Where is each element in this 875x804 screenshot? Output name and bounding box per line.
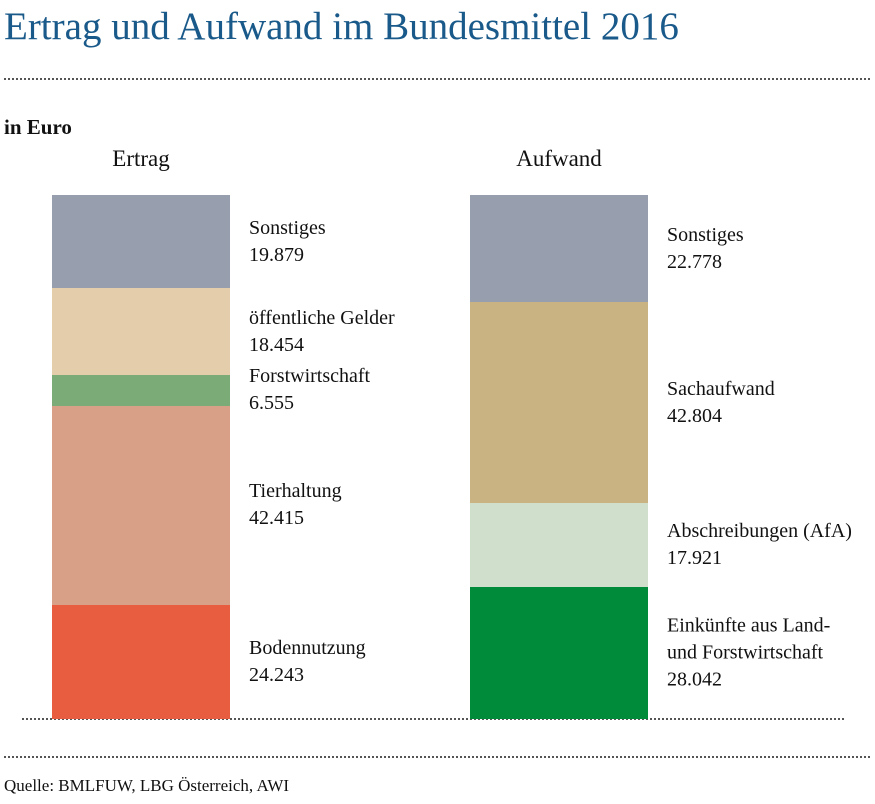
segment-name: Abschreibungen (AfA) [667, 520, 852, 543]
unit-label: in Euro [4, 115, 72, 139]
bar-segment [470, 195, 648, 302]
bar-segment [470, 503, 648, 588]
bar-segment [52, 375, 230, 406]
segment-value: 28.042 [667, 668, 722, 691]
segment-label: Abschreibungen (AfA) 17.921 [667, 518, 852, 572]
baseline [22, 718, 844, 720]
segment-value: 22.778 [667, 250, 722, 273]
segment-label: öffentliche Gelder 18.454 [249, 305, 434, 359]
segment-label: Sachaufwand 42.804 [667, 376, 852, 430]
segment-name: Tierhaltung [249, 480, 342, 503]
segment-value: 42.804 [667, 404, 722, 427]
segment-value: 24.243 [249, 664, 304, 687]
title: Ertrag und Aufwand im Bundesmittel 2016 [4, 5, 679, 48]
segment-name: Sonstiges [667, 223, 744, 246]
divider [4, 78, 870, 80]
segment-label: Sonstiges 22.778 [667, 222, 852, 276]
segment-name: Sonstiges [249, 216, 326, 239]
segment-label: Einkünfte aus Land- und Forstwirtschaft 2… [667, 613, 852, 694]
segment-name: Sachaufwand [667, 377, 775, 400]
divider [4, 756, 870, 758]
segment-value: 19.879 [249, 243, 304, 266]
segment-name: Forstwirtschaft [249, 365, 371, 388]
segment-name: Bodennutzung [249, 637, 366, 660]
source: Quelle: BMLFUW, LBG Österreich, AWI [4, 776, 290, 795]
segment-label: Bodennutzung 24.243 [249, 635, 434, 689]
bar-segment [52, 195, 230, 289]
bar-segment [470, 302, 648, 504]
segment-value: 42.415 [249, 507, 304, 530]
bar-title: Aufwand [516, 146, 602, 171]
segment-label: Tierhaltung 42.415 [249, 478, 434, 532]
bar-segment [470, 587, 648, 719]
bar-segment [52, 288, 230, 376]
bar-segment [52, 605, 230, 719]
segment-value: 17.921 [667, 547, 722, 570]
segment-name: Einkünfte aus Land- und Forstwirtschaft [667, 614, 831, 664]
segment-value: 18.454 [249, 333, 304, 356]
segment-name: öffentliche Gelder [249, 306, 395, 329]
segment-label: Forstwirtschaft 6.555 [249, 363, 434, 417]
bar-segment [52, 405, 230, 606]
segment-value: 6.555 [249, 392, 294, 415]
segment-label: Sonstiges 19.879 [249, 215, 434, 269]
bar-title: Ertrag [112, 146, 170, 171]
